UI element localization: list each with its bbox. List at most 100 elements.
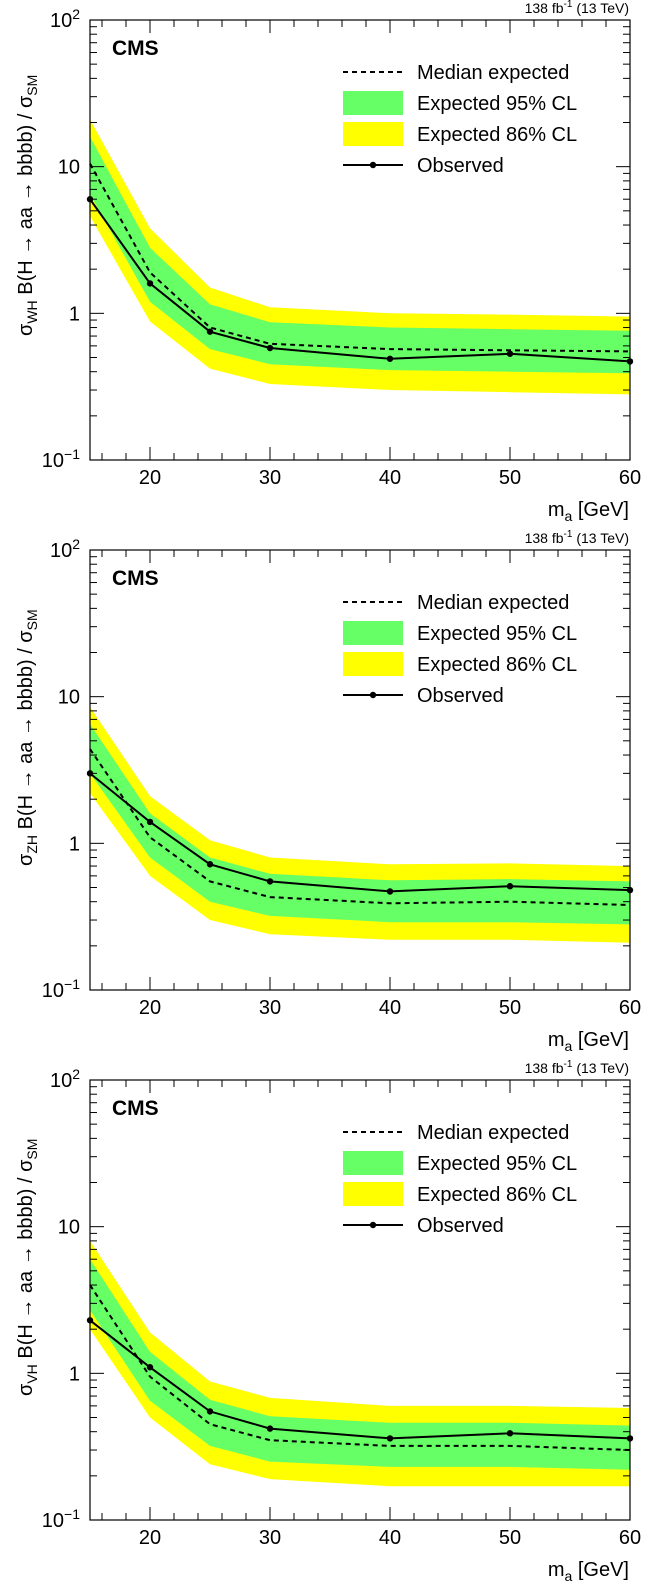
labels: CMS 138 fb-1 (13 TeV) ma [GeV] σZH B(H →… [15, 530, 629, 1054]
observed-point [206, 1408, 214, 1415]
limit-plot-zh: 20 30 40 50 60 10−1 1 10 102 CMS 138 fb-1 (13 Te… [0, 530, 653, 1060]
x-tick-label: 40 [379, 997, 401, 1019]
y-tick-label: 102 [50, 1066, 80, 1092]
legend-marks [343, 1131, 403, 1229]
plot-frame [89, 1079, 631, 1521]
legend-band86-label: Expected 86% CL [417, 124, 577, 146]
legend-observed-label: Observed [417, 155, 504, 177]
limit-plot-wh: 20 30 40 50 60 10−1 1 10 102 CMS 138 fb-1 (13 Te… [0, 0, 653, 530]
x-tick-label: 40 [379, 1527, 401, 1549]
median-expected-line [89, 748, 631, 906]
y-tick-label: 102 [50, 536, 80, 562]
band-95-cl [90, 1259, 630, 1470]
legend-band86-swatch [343, 1182, 403, 1206]
y-tick-label: 1 [69, 1363, 80, 1385]
legend-marks [343, 71, 403, 169]
observed-point [146, 280, 154, 287]
legend-band86-swatch [343, 122, 403, 146]
y-tick-label: 10 [58, 157, 80, 179]
cms-label: CMS [112, 37, 159, 60]
x-tick-label: 50 [499, 467, 521, 489]
legend-observed-label: Observed [417, 685, 504, 707]
legend-band86-label: Expected 86% CL [417, 654, 577, 676]
observed-point [386, 1435, 394, 1442]
legend-observed-marker [369, 691, 377, 699]
legend-median-label: Median expected [417, 592, 569, 614]
y-tick-label: 10 [58, 687, 80, 709]
limit-plot-zh-svg: 20 30 40 50 60 10−1 1 10 102 CMS 138 fb-1 (13 Te… [15, 530, 641, 1054]
legend-band86-swatch [343, 652, 403, 676]
x-tick-label: 40 [379, 467, 401, 489]
y-tick-label: 1 [69, 303, 80, 325]
observed-point [266, 878, 274, 885]
axes: 20 30 40 50 60 10−1 1 10 102 [42, 1066, 641, 1549]
band-95-cl [90, 724, 630, 925]
legend-band95-swatch [343, 91, 403, 115]
x-tick-label: 60 [619, 997, 641, 1019]
observed-point [266, 344, 274, 352]
legend-band86-label: Expected 86% CL [417, 1184, 577, 1206]
plot-frame [89, 19, 631, 461]
limit-plot-vh-svg: 20 30 40 50 60 10−1 1 10 102 CMS 138 fb-1 (13 Te… [15, 1060, 641, 1584]
luminosity-label: 138 fb-1 (13 TeV) [525, 1060, 629, 1076]
axes: 20 30 40 50 60 10−1 1 10 102 [42, 6, 641, 489]
x-tick-label: 30 [259, 1527, 281, 1549]
x-tick-label: 50 [499, 997, 521, 1019]
legend-band95-label: Expected 95% CL [417, 623, 577, 645]
legend-marks [343, 601, 403, 699]
observed-point [146, 818, 154, 826]
cms-label: CMS [112, 567, 159, 590]
legend-observed-marker [369, 1221, 377, 1229]
y-axis-label: σVH B(H → aa → bbbb) / σSM [15, 1139, 40, 1396]
y-tick-label: 1 [69, 833, 80, 855]
y-tick-label: 10−1 [42, 1506, 80, 1532]
x-tick-label: 30 [259, 997, 281, 1019]
legend-band95-label: Expected 95% CL [417, 1153, 577, 1175]
labels: CMS 138 fb-1 (13 TeV) ma [GeV] σWH B(H →… [15, 0, 629, 524]
median-expected-line [89, 1284, 631, 1451]
observed-point [386, 888, 394, 895]
y-tick-label: 10−1 [42, 446, 80, 472]
x-tick-label: 30 [259, 467, 281, 489]
x-tick-label: 50 [499, 1527, 521, 1549]
observed-point [146, 1364, 154, 1371]
observed-point [206, 328, 214, 335]
luminosity-label: 138 fb-1 (13 TeV) [525, 530, 629, 546]
limit-plot-wh-svg: 20 30 40 50 60 10−1 1 10 102 CMS 138 fb-1 (13 Te… [15, 0, 641, 524]
axes: 20 30 40 50 60 10−1 1 10 102 [42, 536, 641, 1019]
cms-label: CMS [112, 1097, 159, 1120]
legend-band95-swatch [343, 621, 403, 645]
x-axis-label: ma [GeV] [548, 1559, 629, 1584]
plot-frame [89, 549, 631, 991]
x-tick-label: 20 [139, 997, 161, 1019]
luminosity-label: 138 fb-1 (13 TeV) [525, 0, 629, 16]
x-tick-label: 20 [139, 1527, 161, 1549]
y-axis-label: σWH B(H → aa → bbbb) / σSM [15, 75, 40, 336]
observed-point [386, 355, 394, 362]
observed-point [506, 350, 514, 357]
limit-plot-vh: 20 30 40 50 60 10−1 1 10 102 CMS 138 fb-1 (13 Te… [0, 1060, 653, 1590]
plot-area [86, 1240, 634, 1487]
legend-median-label: Median expected [417, 62, 569, 84]
legend-median-label: Median expected [417, 1122, 569, 1144]
x-axis-label: ma [GeV] [548, 499, 629, 524]
x-tick-label: 60 [619, 467, 641, 489]
legend-observed-label: Observed [417, 1215, 504, 1237]
y-tick-label: 102 [50, 6, 80, 32]
median-expected-line [89, 163, 631, 353]
observed-point [506, 1430, 514, 1437]
plot-area [86, 707, 634, 943]
y-tick-label: 10−1 [42, 976, 80, 1002]
x-tick-label: 20 [139, 467, 161, 489]
legend-band95-label: Expected 95% CL [417, 93, 577, 115]
observed-point [506, 883, 514, 890]
x-tick-label: 60 [619, 1527, 641, 1549]
legend-band95-swatch [343, 1151, 403, 1175]
x-axis-label: ma [GeV] [548, 1029, 629, 1054]
observed-point [266, 1425, 274, 1432]
labels: CMS 138 fb-1 (13 TeV) ma [GeV] σVH B(H →… [15, 1060, 629, 1584]
legend-observed-marker [369, 161, 377, 169]
y-tick-label: 10 [58, 1217, 80, 1239]
y-axis-label: σZH B(H → aa → bbbb) / σSM [15, 609, 40, 866]
plot-area [86, 119, 634, 395]
